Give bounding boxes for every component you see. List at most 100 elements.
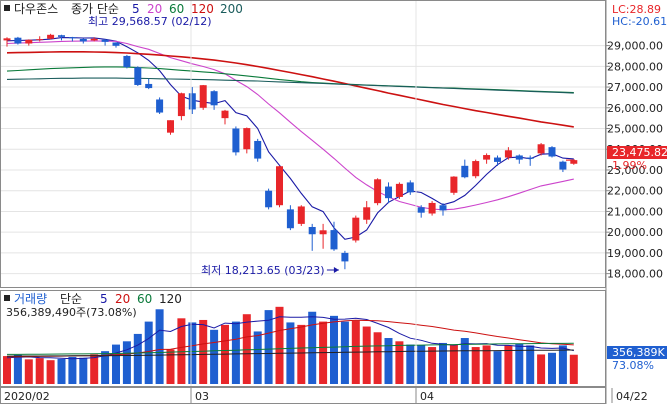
candle-02-24[interactable] xyxy=(123,54,131,69)
candle-03-27[interactable] xyxy=(385,182,392,204)
volume-bar-02-07[interactable] xyxy=(13,354,22,384)
candle-04-20[interactable] xyxy=(548,146,556,158)
candle-02-06[interactable] xyxy=(3,37,11,47)
candle-04-09[interactable] xyxy=(483,153,491,164)
volume-bar-04-03[interactable] xyxy=(439,342,447,384)
candle-04-07[interactable] xyxy=(461,159,469,179)
volume-bar-02-27[interactable] xyxy=(155,309,164,384)
volume-bar-02-10[interactable] xyxy=(24,359,33,384)
candle-02-18[interactable] xyxy=(79,38,87,44)
candle-03-09[interactable] xyxy=(232,126,240,156)
volume-bar-02-12[interactable] xyxy=(46,360,55,384)
candle-04-06[interactable] xyxy=(450,176,458,195)
candle-03-17[interactable] xyxy=(297,205,305,226)
volume-bar-03-25[interactable] xyxy=(362,326,371,384)
candle-03-12[interactable] xyxy=(265,188,273,210)
volume-bar-03-12[interactable] xyxy=(264,310,273,384)
volume-bar-04-14[interactable] xyxy=(504,345,513,384)
volume-bar-04-16[interactable] xyxy=(526,345,535,384)
candle-03-04[interactable] xyxy=(199,84,207,110)
volume-bar-04-21[interactable] xyxy=(558,345,567,384)
volume-bar-03-03[interactable] xyxy=(188,322,197,384)
volume-bar-03-10[interactable] xyxy=(242,314,251,384)
candle-03-13[interactable] xyxy=(276,165,283,208)
volume-bar-02-25[interactable] xyxy=(133,333,142,384)
volume-bar-03-17[interactable] xyxy=(297,324,306,384)
candle-03-31[interactable] xyxy=(406,180,414,195)
candle-03-06[interactable] xyxy=(221,109,229,125)
candle-03-16[interactable] xyxy=(286,205,294,231)
candle-04-08[interactable] xyxy=(472,159,480,179)
candle-02-10[interactable] xyxy=(25,39,33,46)
candle-02-28[interactable] xyxy=(167,120,174,135)
volume-bar-03-20[interactable] xyxy=(330,315,338,384)
candle-02-13[interactable] xyxy=(58,34,65,41)
volume-bar-02-06[interactable] xyxy=(3,356,11,384)
candle-04-02[interactable] xyxy=(428,201,436,216)
candle-03-25[interactable] xyxy=(363,201,371,224)
volume-bar-03-31[interactable] xyxy=(406,344,415,384)
candle-03-11[interactable] xyxy=(254,138,262,162)
volume-bar-02-21[interactable] xyxy=(112,344,120,384)
candle-02-14[interactable] xyxy=(68,36,76,42)
candle-03-23[interactable] xyxy=(341,250,349,270)
volume-bar-04-20[interactable] xyxy=(548,352,556,384)
candle-03-19[interactable] xyxy=(319,223,327,249)
volume-bar-04-07[interactable] xyxy=(460,338,469,384)
candle-02-21[interactable] xyxy=(112,42,120,48)
volume-bar-02-18[interactable] xyxy=(79,357,88,384)
candle-03-10[interactable] xyxy=(243,127,251,154)
volume-bar-03-27[interactable] xyxy=(384,338,393,384)
candle-02-11[interactable] xyxy=(36,36,44,42)
candle-04-21[interactable] xyxy=(559,160,567,173)
volume-bar-04-22[interactable] xyxy=(569,354,578,384)
volume-bar-02-28[interactable] xyxy=(166,349,175,384)
candle-02-25[interactable] xyxy=(134,66,142,87)
volume-bar-02-19[interactable] xyxy=(90,354,99,384)
volume-bar-04-06[interactable] xyxy=(449,344,458,384)
candle-04-01[interactable] xyxy=(417,205,425,218)
candle-04-03[interactable] xyxy=(439,203,447,216)
volume-bar-03-05[interactable] xyxy=(210,329,219,384)
volume-bar-02-11[interactable] xyxy=(35,358,44,384)
volume-bar-04-13[interactable] xyxy=(493,351,502,384)
volume-bar-04-09[interactable] xyxy=(482,345,491,384)
candle-02-27[interactable] xyxy=(156,97,164,114)
candle-03-02[interactable] xyxy=(177,92,185,121)
volume-bar-04-02[interactable] xyxy=(428,347,437,384)
volume-bar-03-04[interactable] xyxy=(199,319,208,384)
volume-bar-03-11[interactable] xyxy=(253,331,262,384)
volume-bar-03-26[interactable] xyxy=(373,332,382,384)
candle-03-18[interactable] xyxy=(308,223,316,251)
candle-04-15[interactable] xyxy=(515,154,523,164)
volume-bar-03-09[interactable] xyxy=(231,321,240,384)
candle-02-20[interactable] xyxy=(101,39,109,46)
candle-03-26[interactable] xyxy=(374,178,382,206)
volume-bar-04-15[interactable] xyxy=(515,343,524,384)
candle-04-16[interactable] xyxy=(526,155,534,166)
candle-02-19[interactable] xyxy=(90,37,98,42)
candle-04-13[interactable] xyxy=(494,155,501,166)
candle-04-17[interactable] xyxy=(537,143,545,156)
volume-bar-03-30[interactable] xyxy=(395,341,404,384)
volume-bar-04-08[interactable] xyxy=(471,347,480,384)
candle-03-03[interactable] xyxy=(188,87,196,114)
volume-legend-marker xyxy=(4,295,10,301)
volume-bar-02-24[interactable] xyxy=(122,341,131,384)
volume-bar-03-13[interactable] xyxy=(275,306,284,384)
candle-03-30[interactable] xyxy=(395,182,403,199)
candle-02-12[interactable] xyxy=(47,33,55,40)
volume-bar-02-14[interactable] xyxy=(68,356,77,384)
candle-03-05[interactable] xyxy=(210,90,218,110)
volume-bar-02-20[interactable] xyxy=(101,351,110,384)
candle-02-07[interactable] xyxy=(14,36,22,45)
candlesticks[interactable] xyxy=(3,33,578,270)
candle-04-14[interactable] xyxy=(504,147,512,160)
volume-bar-04-01[interactable] xyxy=(417,345,426,384)
volume-bar-02-13[interactable] xyxy=(57,358,66,384)
candle-02-26[interactable] xyxy=(145,78,153,90)
volume-bar-04-17[interactable] xyxy=(537,354,546,384)
volume-bar-03-02[interactable] xyxy=(177,318,186,384)
candle-03-24[interactable] xyxy=(352,215,360,243)
candle-03-20[interactable] xyxy=(330,221,338,251)
